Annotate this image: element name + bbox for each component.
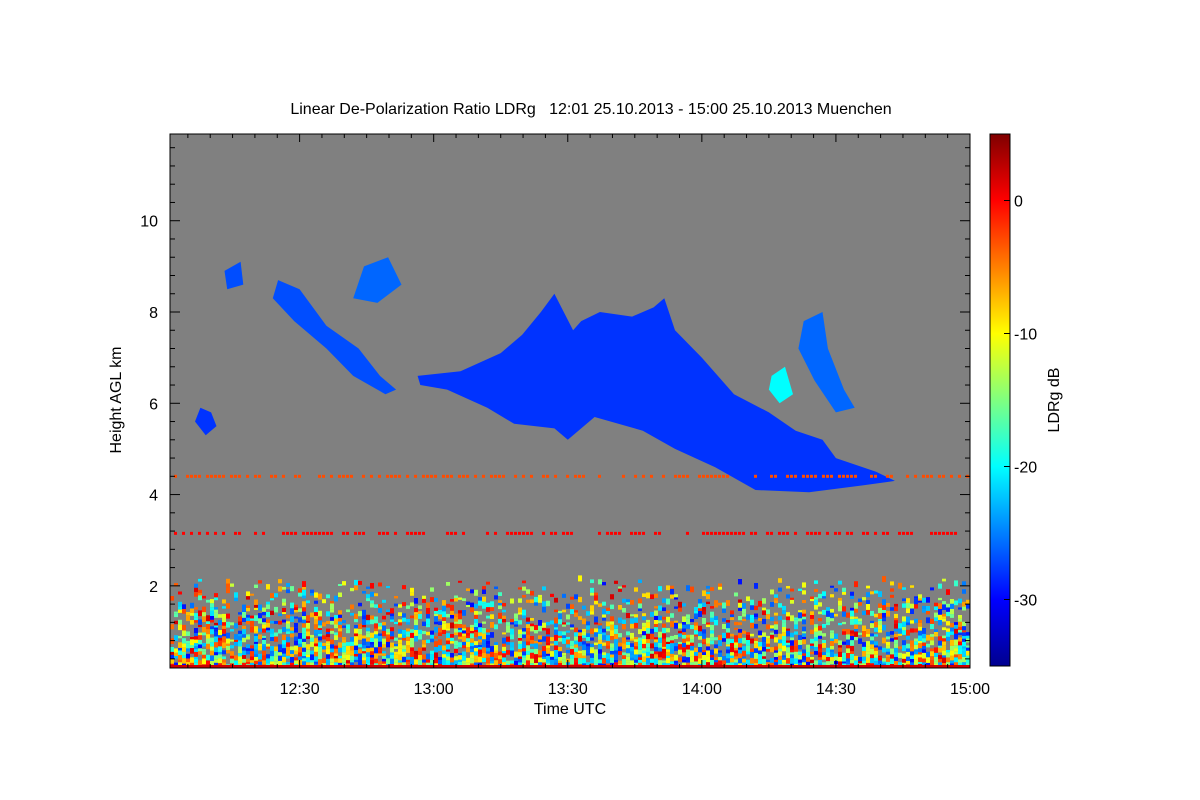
x-tick-label: 13:00 [414,681,454,698]
colorbar-label: LDRg dB [1046,368,1063,433]
x-axis-label: Time UTC [534,701,606,718]
cloud-feature-0 [195,407,217,436]
y-axis-label: Height AGL km [108,346,125,453]
cloud-feature-4 [417,293,895,493]
cloud-feature-2 [272,280,397,395]
y-tick-label: 2 [149,579,158,596]
boundary-layer [170,575,970,668]
colorbar-ticks: 0 -10 -20 -30 [1004,194,1037,610]
colorbar [989,133,1011,667]
cloud-feature-5 [798,312,855,413]
dotted-layers [174,474,969,535]
y-tick-label: 8 [149,305,158,322]
cloud-feature-3 [353,257,402,303]
colorbar-tick-label: 0 [1014,194,1023,211]
colorbar-tick-label: -20 [1014,460,1037,477]
y-tick-label: 4 [149,488,158,505]
x-tick-label: 14:30 [816,681,856,698]
y-axis: 2 4 6 8 10 [140,147,970,660]
y-tick-label: 6 [149,396,158,413]
x-tick-label: 15:00 [950,681,990,698]
cloud-feature-6 [768,366,793,404]
dotted-layer-1 [174,531,957,535]
y-tick-label: 10 [140,214,158,231]
plot-frame [169,133,971,669]
colorbar-tick-label: -10 [1014,327,1037,344]
colorbar-tick-label: -30 [1014,593,1037,610]
cloud-feature-1 [224,261,244,290]
x-axis: 12:30 13:00 13:30 14:00 14:30 15:00 [187,134,990,698]
x-tick-label: 14:00 [682,681,722,698]
dotted-layer-0 [174,474,969,478]
chart-title: Linear De-Polarization Ratio LDRg 12:01 … [290,101,891,118]
x-tick-label: 12:30 [280,681,320,698]
cloud-features [195,257,895,493]
x-tick-label: 13:30 [548,681,588,698]
